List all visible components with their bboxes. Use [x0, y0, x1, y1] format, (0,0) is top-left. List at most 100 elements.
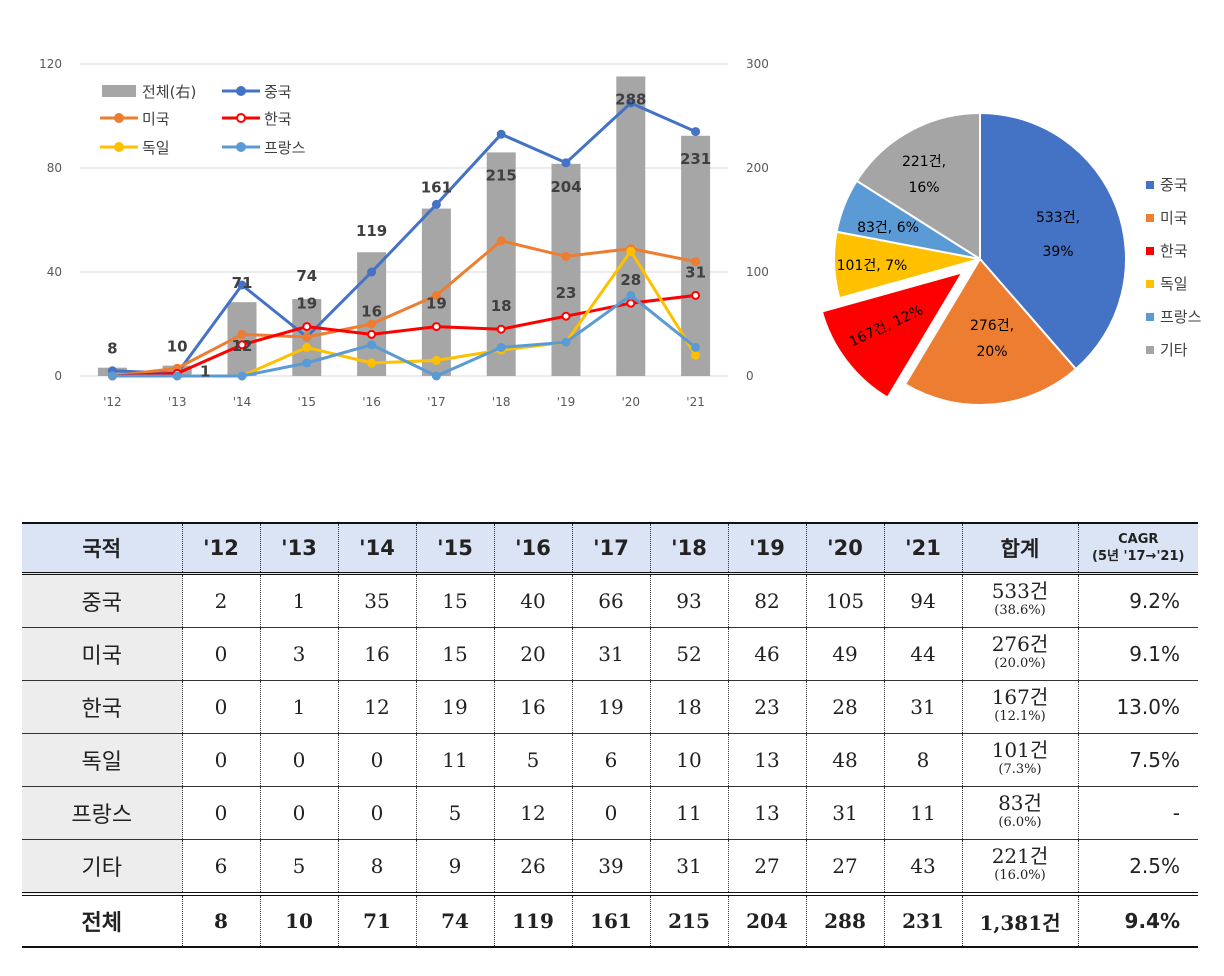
table-cell: 31 — [571, 627, 650, 681]
bar-data-label: 161 — [421, 179, 452, 197]
series-point — [237, 340, 247, 350]
row-total: 276건 (20.0%) — [961, 627, 1078, 681]
table-cell: 44 — [883, 627, 962, 681]
x-tick-label: '12 — [103, 395, 122, 409]
table-cell: 43 — [883, 839, 962, 895]
series-point — [237, 280, 247, 290]
x-tick-label: '15 — [298, 395, 317, 409]
table-header-row: 국적 '12'13'14'15'16'17'18'19'20'21 합계 CAGR (5… — [22, 522, 1198, 575]
pie-slice-label: 276건, — [970, 318, 1014, 334]
pie-legend-label: 중국 — [1160, 176, 1188, 194]
table-cell: 16 — [337, 627, 416, 681]
total-cell: 119 — [493, 892, 572, 948]
table-row: 한국 0 1 12 19 16 19 18 23 28 31 167건 (12.1%) 13.0% — [22, 680, 1198, 734]
x-tick-label: '18 — [492, 395, 511, 409]
row-label: 프랑스 — [22, 786, 182, 840]
korea-data-label: 23 — [556, 284, 577, 302]
column-header: '19 — [727, 522, 806, 575]
table-body: 중국 2 1 35 15 40 66 93 82 105 94 533건 (38.6%) 9.2% 미국 0 3… — [22, 573, 1198, 895]
pie-legend-swatch — [1146, 214, 1154, 222]
series-line — [112, 293, 696, 378]
data-table-wrapper: 국적 '12'13'14'15'16'17'18'19'20'21 합계 CAGR (5… — [22, 522, 1198, 948]
total-cell: 204 — [727, 892, 806, 948]
series-point — [367, 267, 377, 277]
pie-slice-label: 533건, — [1036, 210, 1080, 226]
y-right-tick-label: 100 — [746, 265, 769, 279]
series-point — [237, 329, 247, 339]
legend-label: 미국 — [142, 110, 170, 128]
series-point — [302, 358, 312, 368]
table-cell: 12 — [493, 786, 572, 840]
data-table: 국적 '12'13'14'15'16'17'18'19'20'21 합계 CAGR (5… — [22, 522, 1198, 948]
y-right-tick-label: 300 — [746, 57, 769, 71]
legend-marker — [114, 142, 124, 152]
table-cell: 31 — [649, 839, 728, 895]
total-cell: 215 — [649, 892, 728, 948]
x-tick-label: '13 — [168, 395, 187, 409]
column-header: '17 — [571, 522, 650, 575]
row-total: 221건 (16.0%) — [961, 839, 1078, 895]
series-point — [237, 371, 247, 381]
y-left-tick-label: 0 — [54, 369, 62, 383]
total-cell: 74 — [415, 892, 494, 948]
table-cell: 2 — [181, 573, 260, 628]
pie-legend-swatch — [1146, 247, 1154, 255]
table-cell: 0 — [181, 786, 260, 840]
column-header: '13 — [259, 522, 338, 575]
pie-slice-pct: 16% — [908, 180, 939, 196]
pie-slice — [855, 111, 981, 261]
total-cagr: 9.4% — [1077, 892, 1198, 948]
series-point — [626, 298, 636, 308]
table-cell: 48 — [805, 733, 884, 787]
total-cell: 231 — [883, 892, 962, 948]
table-cell: 31 — [805, 786, 884, 840]
table-cell: 23 — [727, 680, 806, 734]
series-point — [431, 371, 441, 381]
y-right-tick-label: 0 — [746, 369, 754, 383]
series-point — [626, 98, 636, 108]
x-tick-label: '17 — [427, 395, 446, 409]
legend-label: 전체(右) — [142, 83, 196, 101]
row-total: 167건 (12.1%) — [961, 680, 1078, 734]
table-cell: 49 — [805, 627, 884, 681]
y-left-tick-label: 80 — [47, 161, 62, 175]
series-point — [626, 246, 636, 256]
column-header: '15 — [415, 522, 494, 575]
table-cell: 15 — [415, 573, 494, 628]
pie-legend-label: 한국 — [1160, 242, 1188, 260]
row-total-share: (12.1%) — [994, 709, 1046, 724]
pie-slice-pct: 20% — [976, 344, 1007, 360]
row-cagr: 2.5% — [1077, 839, 1198, 895]
column-header: '14 — [337, 522, 416, 575]
row-total-share: (16.0%) — [994, 868, 1046, 883]
table-cell: 39 — [571, 839, 650, 895]
series-point — [561, 251, 571, 261]
bar — [681, 135, 711, 376]
table-cell: 11 — [415, 733, 494, 787]
bar-data-label: 215 — [486, 166, 517, 184]
row-total-share: (38.6%) — [994, 603, 1046, 618]
series-point — [172, 371, 182, 381]
row-cagr: 9.1% — [1077, 627, 1198, 681]
pie-legend-swatch — [1146, 313, 1154, 321]
x-tick-label: '14 — [233, 395, 252, 409]
table-cell: 0 — [181, 627, 260, 681]
table-cell: 0 — [259, 733, 338, 787]
column-header: 국적 — [22, 522, 182, 575]
bar-data-label: 8 — [107, 340, 117, 358]
table-cell: 8 — [337, 839, 416, 895]
table-cell: 5 — [259, 839, 338, 895]
table-cell: 40 — [493, 573, 572, 628]
korea-data-label: 19 — [296, 295, 317, 313]
x-tick-label: '19 — [557, 395, 576, 409]
charts-canvas: 0 40 80 120 0 100 200 300 '12 '13 '14 '15 '16 '17 '18 '… — [39, 57, 1202, 409]
table-cell: 0 — [571, 786, 650, 840]
table-cell: 11 — [649, 786, 728, 840]
table-cell: 27 — [805, 839, 884, 895]
row-total-share: (7.3%) — [998, 762, 1042, 777]
series-point — [496, 236, 506, 246]
table-cell: 13 — [727, 733, 806, 787]
table-cell: 10 — [649, 733, 728, 787]
x-tick-label: '16 — [362, 395, 381, 409]
table-row: 프랑스 0 0 0 5 12 0 11 13 31 11 83건 (6.0%) - — [22, 786, 1198, 840]
